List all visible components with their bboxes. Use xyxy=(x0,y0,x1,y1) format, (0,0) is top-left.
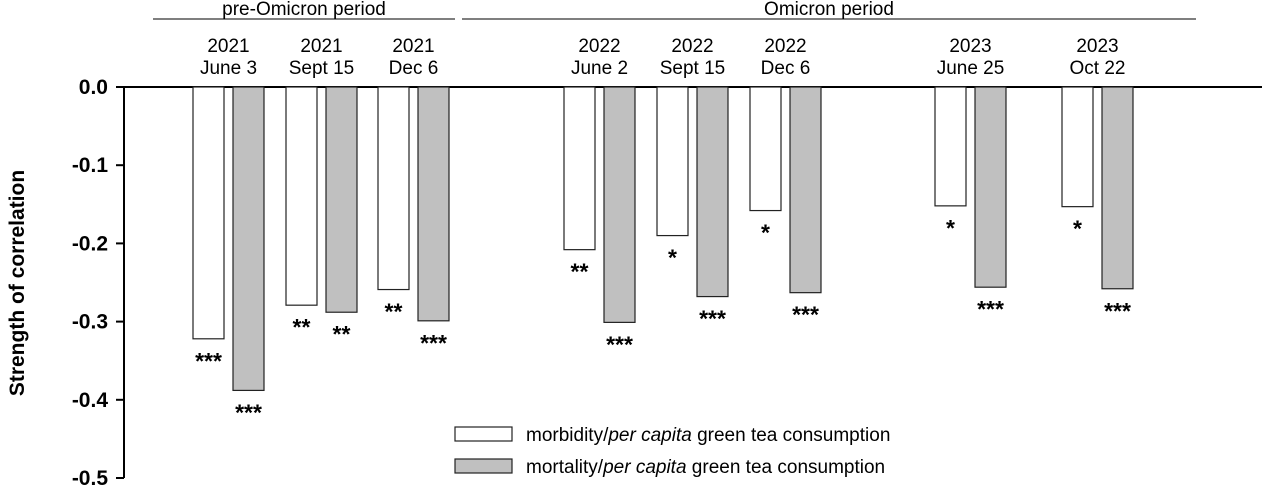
bar-morbidity xyxy=(563,86,596,251)
category-year-label: 2023 xyxy=(949,36,991,57)
y-axis-label: Strength of correlation xyxy=(6,170,29,396)
bar-morbidity xyxy=(377,86,410,291)
period-label: pre-Omicron period xyxy=(222,0,386,20)
significance-label: ** xyxy=(385,299,403,325)
category-date-label: June 25 xyxy=(937,58,1005,79)
category-year-label: 2021 xyxy=(207,36,249,57)
category-date-label: Dec 6 xyxy=(389,58,439,79)
bar-mortality xyxy=(325,86,358,313)
significance-label: *** xyxy=(606,331,633,357)
category-year-label: 2021 xyxy=(300,36,342,57)
bar-mortality xyxy=(1101,86,1134,290)
bar-morbidity xyxy=(749,86,782,212)
legend-swatch xyxy=(454,458,513,474)
y-tick-label: 0.0 xyxy=(79,76,108,99)
category-date-label: Oct 22 xyxy=(1070,58,1126,79)
category-year-label: 2023 xyxy=(1076,36,1118,57)
category-year-label: 2022 xyxy=(578,36,620,57)
significance-label: *** xyxy=(195,348,222,374)
category-date-label: Sept 15 xyxy=(660,58,726,79)
category-year-label: 2022 xyxy=(764,36,806,57)
legend-swatch xyxy=(454,426,513,442)
category-date-label: Dec 6 xyxy=(761,58,811,79)
y-tick-label: -0.4 xyxy=(72,389,109,412)
bar-mortality xyxy=(696,86,729,298)
legend: morbidity/per capita green tea consumpti… xyxy=(454,425,890,478)
y-tick-label: -0.3 xyxy=(72,311,108,334)
significance-label: ** xyxy=(293,314,311,340)
significance-labels: *********** * ****** *** ****** *** *** *** xyxy=(195,215,1131,426)
significance-label: *** xyxy=(792,302,819,328)
period-headers: pre-Omicron period Omicron period xyxy=(153,0,1196,20)
significance-label: * xyxy=(761,220,770,246)
significance-label: *** xyxy=(235,399,262,425)
bar-morbidity xyxy=(285,86,318,306)
bar-mortality xyxy=(974,86,1007,288)
bar-morbidity xyxy=(1061,86,1094,208)
significance-label: *** xyxy=(420,330,447,356)
significance-label: *** xyxy=(1104,298,1131,324)
bar-morbidity xyxy=(192,86,225,340)
bar-mortality xyxy=(232,86,265,392)
category-date-label: Sept 15 xyxy=(289,58,355,79)
bar-morbidity xyxy=(656,86,689,237)
category-date-label: June 3 xyxy=(200,58,257,79)
y-tick-label: -0.2 xyxy=(72,232,108,255)
significance-label: *** xyxy=(977,296,1004,322)
legend-label: morbidity/per capita green tea consumpti… xyxy=(526,425,890,446)
significance-label: * xyxy=(946,215,955,241)
legend-label: mortality/per capita green tea consumpti… xyxy=(526,457,885,478)
bar-morbidity xyxy=(934,86,967,207)
significance-label: *** xyxy=(699,306,726,332)
bars xyxy=(192,86,1134,392)
y-tick-label: -0.5 xyxy=(72,467,109,490)
bar-mortality xyxy=(603,86,636,323)
period-label: Omicron period xyxy=(764,0,894,20)
y-tick-label: -0.1 xyxy=(72,154,109,177)
significance-label: * xyxy=(1073,216,1082,242)
significance-label: ** xyxy=(333,321,351,347)
category-year-label: 2022 xyxy=(671,36,713,57)
significance-label: * xyxy=(668,245,677,271)
bar-mortality xyxy=(789,86,822,294)
category-year-label: 2021 xyxy=(392,36,434,57)
bar-mortality xyxy=(417,86,450,322)
category-date-label: June 2 xyxy=(571,58,628,79)
significance-label: ** xyxy=(571,259,589,285)
